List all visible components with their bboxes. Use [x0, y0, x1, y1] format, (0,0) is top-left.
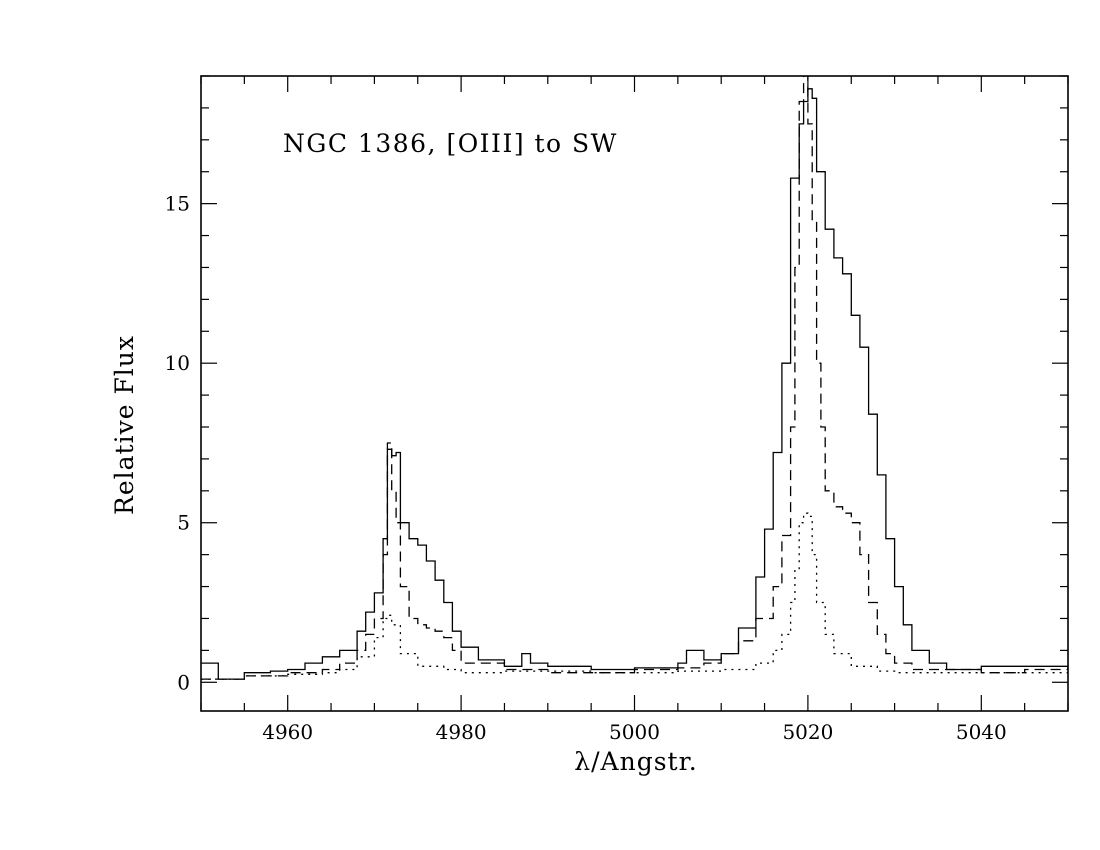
- x-tick-label: 5040: [956, 720, 1007, 744]
- y-axis-title: Relative Flux: [110, 335, 139, 515]
- tick-labels: 4960 4980 5000 5020 5040 0 5 10 15: [165, 192, 1007, 744]
- series-line-dotted: [201, 512, 1068, 680]
- y-tick-label: 15: [165, 192, 190, 216]
- axis-ticks: [200, 75, 1069, 711]
- y-tick-label: 0: [177, 670, 190, 694]
- x-tick-label: 5020: [782, 720, 833, 744]
- series-group: [201, 76, 1068, 680]
- y-tick-label: 10: [165, 351, 190, 375]
- x-tick-label: 4980: [436, 720, 487, 744]
- series-line-dashed: [201, 76, 1068, 680]
- plot-frame: [200, 75, 1069, 712]
- series-line-solid: [201, 88, 1068, 680]
- chart-title: NGC 1386, [OIII] to SW: [283, 129, 618, 158]
- x-axis-title: λ/Angstr.: [574, 747, 697, 776]
- x-tick-label: 4960: [262, 720, 313, 744]
- x-tick-label: 5000: [609, 720, 660, 744]
- y-tick-label: 5: [177, 511, 190, 535]
